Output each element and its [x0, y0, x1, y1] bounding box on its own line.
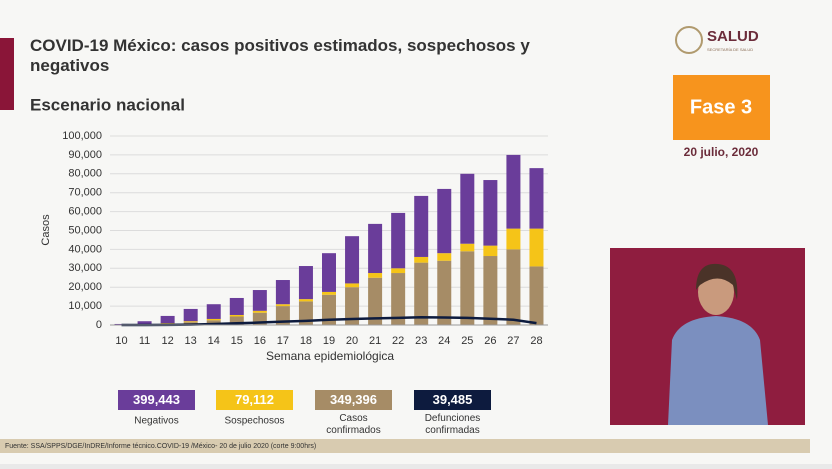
y-tick-label: 40,000	[68, 243, 102, 255]
date: 20 julio, 2020	[684, 145, 759, 159]
subtitle: Escenario nacional	[30, 95, 185, 114]
bar-segment	[207, 304, 221, 319]
footer-source: Fuente: SSA/SPPS/DGE/InDRE/Informe técni…	[5, 443, 316, 450]
y-tick-label: 60,000	[68, 206, 102, 218]
x-axis-title: Semana epidemiológica	[266, 349, 394, 363]
phase-label: Fase 3	[690, 96, 752, 118]
x-tick-label: 13	[185, 335, 197, 347]
bar-segment	[529, 168, 543, 228]
summary-total: 349,396	[330, 392, 377, 407]
x-tick-label: 14	[208, 335, 220, 347]
bar-segment	[483, 246, 497, 256]
bar-segment	[299, 299, 313, 301]
x-tick-label: 19	[323, 335, 335, 347]
bar-segment	[299, 266, 313, 299]
x-tick-label: 28	[530, 335, 542, 347]
bar-segment	[437, 189, 451, 253]
x-tick-label: 15	[231, 335, 243, 347]
x-tick-label: 23	[415, 335, 427, 347]
x-tick-label: 27	[507, 335, 519, 347]
y-tick-label: 30,000	[68, 262, 102, 274]
bar-segment	[391, 213, 405, 268]
bar-segment	[483, 256, 497, 325]
bar-segment	[506, 229, 520, 250]
summary-label: Sospechosos	[224, 416, 284, 427]
interpreter-body	[668, 316, 768, 425]
bar-segment	[345, 283, 359, 287]
x-tick-label: 11	[139, 335, 150, 347]
y-axis-title: Casos	[40, 214, 52, 246]
y-tick-label: 80,000	[68, 168, 102, 180]
x-tick-label: 12	[162, 335, 174, 347]
bar-segment	[368, 273, 382, 278]
interpreter-video	[610, 248, 805, 425]
bar-segment	[368, 224, 382, 273]
summary-total: 39,485	[433, 392, 473, 407]
logo-text: SALUD	[707, 28, 759, 45]
bar-segment	[483, 180, 497, 246]
bar-segment	[161, 316, 175, 323]
bar-segment	[345, 236, 359, 283]
logo-subtext: SECRETARÍA DE SALUD	[707, 47, 753, 52]
bar-segment	[184, 321, 198, 322]
x-tick-label: 26	[484, 335, 496, 347]
x-tick-label: 25	[461, 335, 473, 347]
bar-segment	[506, 249, 520, 325]
bar-segment	[460, 174, 474, 244]
bar-segment	[276, 280, 290, 304]
bar-segment	[391, 268, 405, 273]
x-tick-label: 22	[392, 335, 404, 347]
bar-segment	[207, 319, 221, 320]
x-tick-label: 17	[277, 335, 289, 347]
bar-segment	[414, 196, 428, 257]
bar-segment	[460, 251, 474, 325]
accent-bar	[0, 38, 14, 110]
x-tick-label: 10	[115, 335, 127, 347]
bar-segment	[253, 290, 267, 311]
x-tick-label: 21	[369, 335, 381, 347]
bar-segment	[414, 257, 428, 263]
y-tick-label: 100,000	[62, 130, 102, 142]
x-tick-label: 20	[346, 335, 358, 347]
bar-segment	[230, 298, 244, 315]
bar-segment	[138, 321, 152, 324]
bar-segment	[276, 304, 290, 306]
bar-segment	[414, 263, 428, 325]
summary-label: Negativos	[134, 416, 178, 427]
y-tick-label: 90,000	[68, 149, 102, 161]
bar-segment	[184, 309, 198, 321]
bar-segment	[322, 253, 336, 292]
bar-segment	[322, 292, 336, 295]
x-tick-label: 18	[300, 335, 312, 347]
bar-segment	[253, 311, 267, 313]
summary-total: 399,443	[133, 392, 180, 407]
bar-segment	[437, 261, 451, 325]
y-tick-label: 50,000	[68, 224, 102, 236]
bar-segment	[529, 229, 543, 267]
x-tick-label: 16	[254, 335, 266, 347]
y-tick-label: 20,000	[68, 281, 102, 293]
y-tick-label: 70,000	[68, 187, 102, 199]
bar-segment	[529, 266, 543, 325]
summary-total: 79,112	[235, 392, 274, 407]
bar-segment	[437, 253, 451, 261]
bar-segment	[506, 155, 520, 229]
bar-segment	[230, 315, 244, 317]
y-tick-label: 10,000	[68, 300, 102, 312]
bar-segment	[460, 244, 474, 252]
y-tick-label: 0	[96, 319, 102, 331]
x-tick-label: 24	[438, 335, 450, 347]
